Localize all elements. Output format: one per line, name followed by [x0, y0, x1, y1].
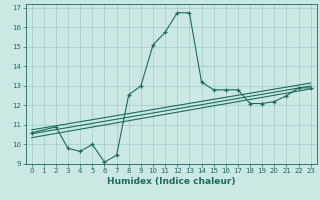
X-axis label: Humidex (Indice chaleur): Humidex (Indice chaleur) — [107, 177, 236, 186]
